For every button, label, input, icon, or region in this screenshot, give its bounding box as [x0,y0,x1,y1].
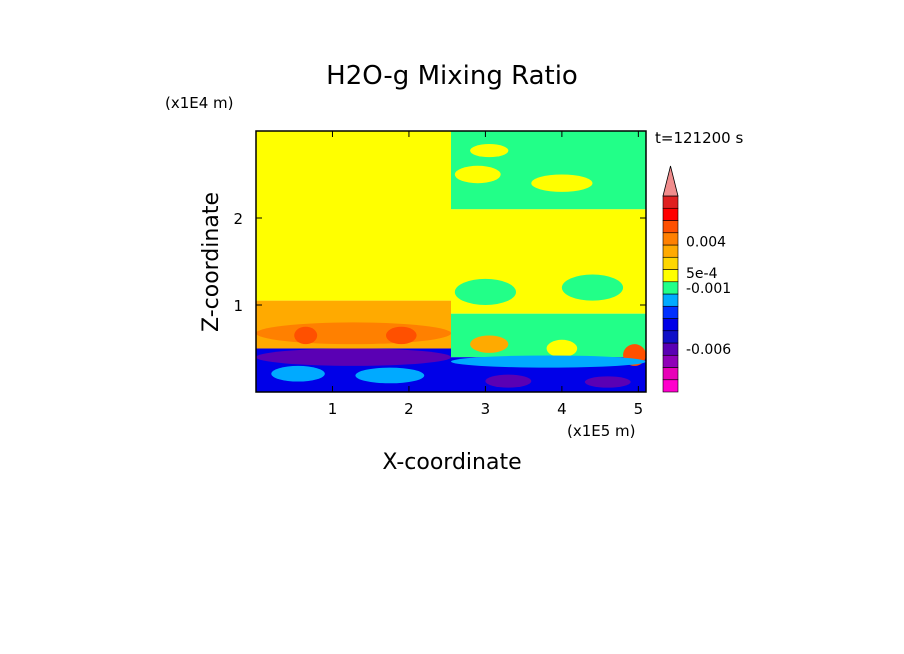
colorbar-label: 5e-4 [686,266,718,282]
field-feature-1 [294,326,318,345]
x-tick-label: 5 [634,400,644,418]
colorbar-label: 0.004 [686,234,726,250]
x-unit-label: (x1E5 m) [567,422,636,440]
plot-frame [255,130,647,393]
field-feature-10 [470,144,509,158]
field-feature-14 [546,339,578,358]
field-feature-12 [561,274,624,301]
x-tick-label: 3 [481,400,491,418]
field-feature-4 [271,365,325,382]
colorbar-band [662,281,679,295]
field-feature-0 [256,322,451,345]
field-region-0 [256,131,451,301]
colorbar-band [662,220,679,234]
field-feature-16 [451,355,646,368]
colorbar-band [662,318,679,332]
colorbar-band [662,379,679,393]
colorbar-band [662,195,679,209]
field-feature-2 [386,326,417,345]
field-feature-6 [451,213,646,218]
colorbar-band [662,354,679,368]
colorbar-label: -0.001 [686,281,731,297]
colorbar-band [662,232,679,246]
colorbar-band [662,367,679,381]
x-axis-ticks: 1 2 3 4 5 [328,131,643,418]
field-feature-7 [451,224,646,227]
field-feature-18 [584,376,631,388]
x-tick-label: 4 [557,400,567,418]
colorbar: 0.004 5e-4-0.001 -0.006 [662,165,731,393]
y-tick-label: 2 [233,210,243,228]
field-feature-9 [531,174,593,192]
chart-title: H2O-g Mixing Ratio [326,61,578,91]
colorbar-band [662,256,679,270]
field-feature-13 [470,335,509,353]
colorbar-band [662,293,679,307]
y-axis-label: Z-coordinate [199,192,224,332]
x-tick-label: 1 [328,400,338,418]
x-axis-label: X-coordinate [382,450,521,475]
colorbar-band [662,244,679,258]
y-tick-label: 1 [233,297,243,315]
colorbar-band [662,207,679,221]
field-feature-3 [256,348,451,366]
field-feature-17 [485,374,532,388]
colorbar-band [662,330,679,344]
heatmap-field [256,131,646,392]
colorbar-band [662,305,679,319]
time-label: t=121200 s [655,129,743,147]
x-tick-label: 2 [404,400,414,418]
field-feature-11 [454,278,516,306]
field-feature-8 [454,165,501,184]
colorbar-extend-triangle [662,165,679,197]
colorbar-band [662,269,679,283]
y-unit-label: (x1E4 m) [165,94,234,112]
field-feature-5 [355,367,425,384]
y-axis-ticks: 12 [233,210,646,315]
colorbar-band [662,342,679,356]
colorbar-label: -0.006 [686,342,731,358]
